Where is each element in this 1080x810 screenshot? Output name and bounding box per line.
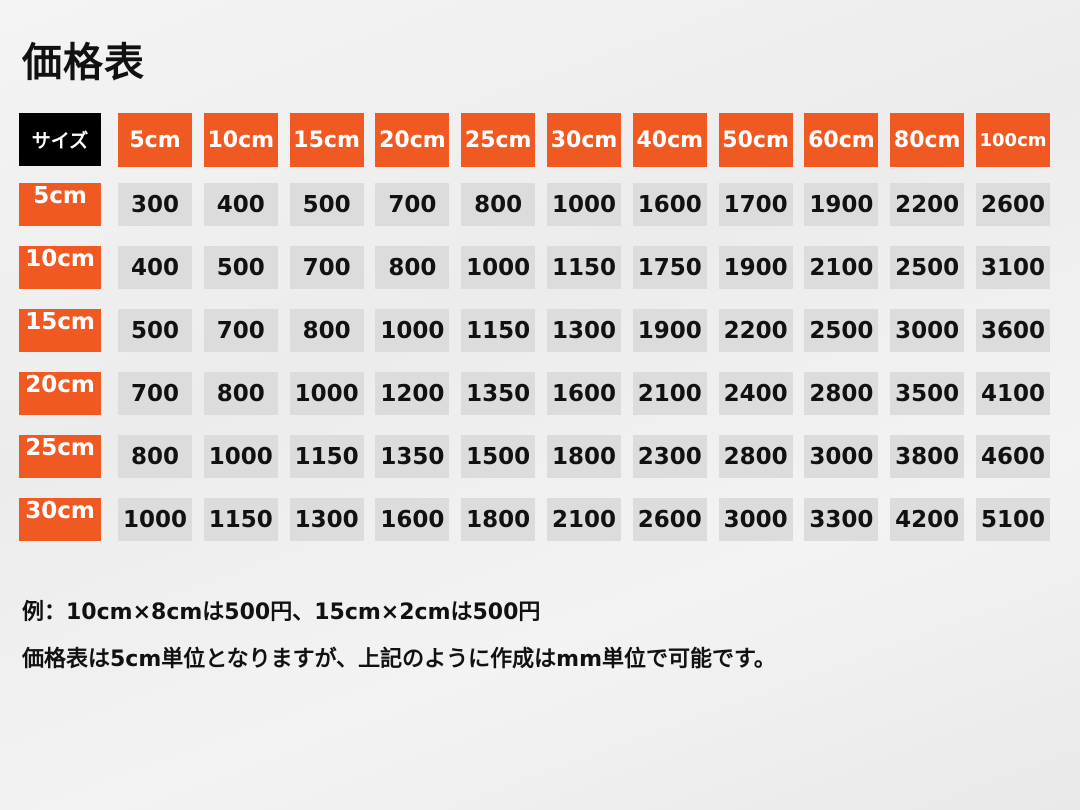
column-header: 5cm bbox=[118, 113, 192, 167]
price-cell: 2600 bbox=[632, 498, 707, 541]
price-cell: 3100 bbox=[976, 246, 1050, 289]
column-header: 20cm bbox=[375, 113, 450, 167]
price-cell: 800 bbox=[118, 435, 192, 478]
price-cell: 1150 bbox=[289, 435, 364, 478]
price-cell: 2800 bbox=[804, 372, 879, 415]
price-cell: 300 bbox=[118, 183, 192, 226]
column-header: 60cm bbox=[804, 113, 879, 167]
price-cell: 1150 bbox=[461, 309, 536, 352]
price-cell: 3300 bbox=[804, 498, 879, 541]
price-cell: 1150 bbox=[203, 498, 278, 541]
price-cell: 2200 bbox=[890, 183, 965, 226]
price-cell: 500 bbox=[118, 309, 192, 352]
column-header: 25cm bbox=[461, 113, 536, 167]
price-cell: 500 bbox=[289, 183, 364, 226]
price-cell: 400 bbox=[203, 183, 278, 226]
price-cell: 1000 bbox=[375, 309, 450, 352]
price-cell: 1600 bbox=[632, 183, 707, 226]
corner-header: サイズ bbox=[19, 113, 101, 166]
unit-note: 価格表は5cm単位となりますが、上記のように作成はmm単位で可能です。 bbox=[22, 647, 776, 672]
price-cell: 700 bbox=[289, 246, 364, 289]
price-cell: 400 bbox=[118, 246, 192, 289]
row-header: 25cm bbox=[19, 435, 101, 478]
price-cell: 4100 bbox=[976, 372, 1050, 415]
price-cell: 1200 bbox=[375, 372, 450, 415]
column-header: 50cm bbox=[718, 113, 793, 167]
price-cell: 3000 bbox=[718, 498, 793, 541]
price-cell: 1500 bbox=[461, 435, 536, 478]
price-cell: 1800 bbox=[547, 435, 621, 478]
price-cell: 1000 bbox=[203, 435, 278, 478]
price-cell: 1350 bbox=[375, 435, 450, 478]
price-cell: 4200 bbox=[890, 498, 965, 541]
price-cell: 800 bbox=[203, 372, 278, 415]
price-cell: 3000 bbox=[890, 309, 965, 352]
price-cell: 1350 bbox=[461, 372, 536, 415]
row-header: 10cm bbox=[19, 246, 101, 289]
price-cell: 2100 bbox=[547, 498, 621, 541]
row-header: 30cm bbox=[19, 498, 101, 541]
price-cell: 2500 bbox=[804, 309, 879, 352]
example-note: 例：10cm×8cmは500円、15cm×2cmは500円 bbox=[22, 600, 541, 625]
price-cell: 2100 bbox=[632, 372, 707, 415]
price-cell: 800 bbox=[461, 183, 536, 226]
price-cell: 3600 bbox=[976, 309, 1050, 352]
column-header: 100cm bbox=[976, 113, 1050, 167]
price-cell: 1700 bbox=[718, 183, 793, 226]
price-cell: 700 bbox=[118, 372, 192, 415]
column-header: 40cm bbox=[632, 113, 707, 167]
price-cell: 4600 bbox=[976, 435, 1050, 478]
price-cell: 800 bbox=[289, 309, 364, 352]
row-header: 20cm bbox=[19, 372, 101, 415]
price-cell: 1300 bbox=[547, 309, 621, 352]
price-cell: 2500 bbox=[890, 246, 965, 289]
column-header: 80cm bbox=[890, 113, 965, 167]
price-cell: 1600 bbox=[375, 498, 450, 541]
column-header: 10cm bbox=[203, 113, 278, 167]
price-cell: 1600 bbox=[547, 372, 621, 415]
price-cell: 2200 bbox=[718, 309, 793, 352]
price-cell: 2300 bbox=[632, 435, 707, 478]
price-cell: 1300 bbox=[289, 498, 364, 541]
price-cell: 3000 bbox=[804, 435, 879, 478]
row-header: 15cm bbox=[19, 309, 101, 352]
price-cell: 1000 bbox=[461, 246, 536, 289]
price-cell: 1800 bbox=[461, 498, 536, 541]
page-title: 価格表 bbox=[22, 40, 145, 86]
row-header: 5cm bbox=[19, 183, 101, 226]
price-cell: 1000 bbox=[547, 183, 621, 226]
column-header: 15cm bbox=[289, 113, 364, 167]
price-cell: 800 bbox=[375, 246, 450, 289]
price-cell: 1000 bbox=[289, 372, 364, 415]
column-header: 30cm bbox=[547, 113, 621, 167]
price-cell: 1150 bbox=[547, 246, 621, 289]
price-cell: 1000 bbox=[118, 498, 192, 541]
price-cell: 1900 bbox=[804, 183, 879, 226]
price-cell: 2600 bbox=[976, 183, 1050, 226]
price-cell: 2800 bbox=[718, 435, 793, 478]
price-cell: 500 bbox=[203, 246, 278, 289]
price-cell: 2400 bbox=[718, 372, 793, 415]
price-cell: 700 bbox=[203, 309, 278, 352]
price-cell: 1900 bbox=[718, 246, 793, 289]
price-cell: 2100 bbox=[804, 246, 879, 289]
price-cell: 3500 bbox=[890, 372, 965, 415]
price-cell: 700 bbox=[375, 183, 450, 226]
price-cell: 1900 bbox=[632, 309, 707, 352]
price-cell: 1750 bbox=[632, 246, 707, 289]
price-cell: 3800 bbox=[890, 435, 965, 478]
price-cell: 5100 bbox=[976, 498, 1050, 541]
